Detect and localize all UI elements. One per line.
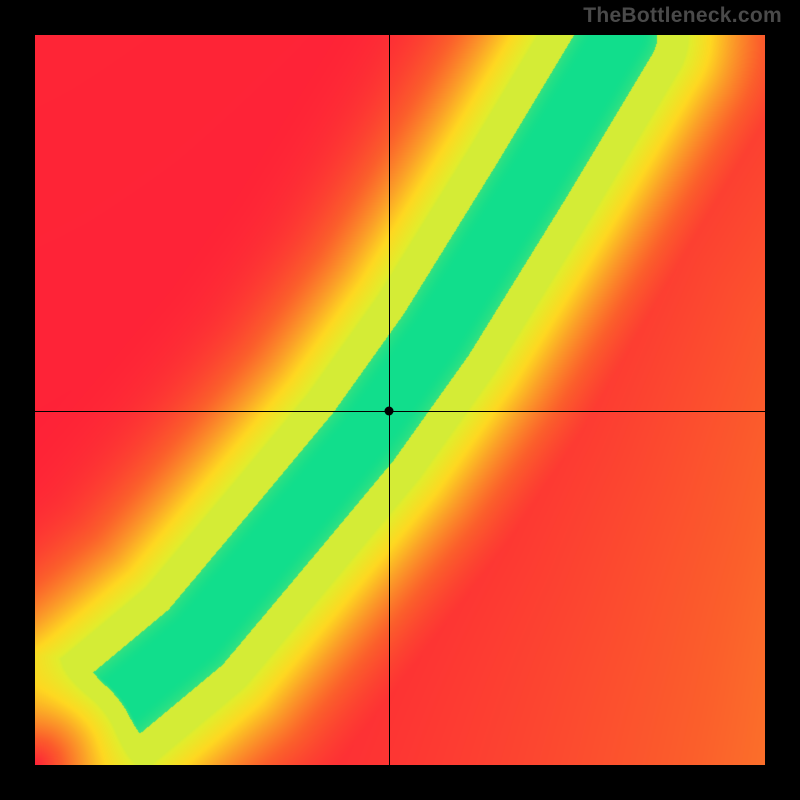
crosshair-vertical bbox=[389, 35, 390, 765]
heatmap-canvas bbox=[35, 35, 765, 765]
crosshair-horizontal bbox=[35, 411, 765, 412]
crosshair-dot bbox=[385, 406, 394, 415]
watermark-text: TheBottleneck.com bbox=[583, 4, 782, 28]
heatmap-plot bbox=[35, 35, 765, 765]
